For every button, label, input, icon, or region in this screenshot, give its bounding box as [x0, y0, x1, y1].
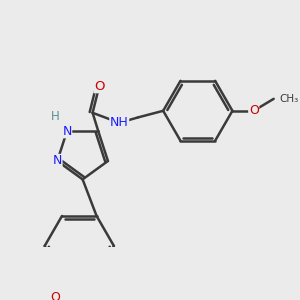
Text: O: O	[94, 80, 104, 93]
Text: H: H	[51, 110, 59, 123]
Text: N: N	[52, 154, 62, 167]
Text: NH: NH	[110, 116, 129, 129]
Text: CH₃: CH₃	[279, 94, 298, 104]
Text: O: O	[50, 291, 60, 300]
Text: N: N	[62, 125, 72, 138]
Text: O: O	[249, 104, 259, 117]
